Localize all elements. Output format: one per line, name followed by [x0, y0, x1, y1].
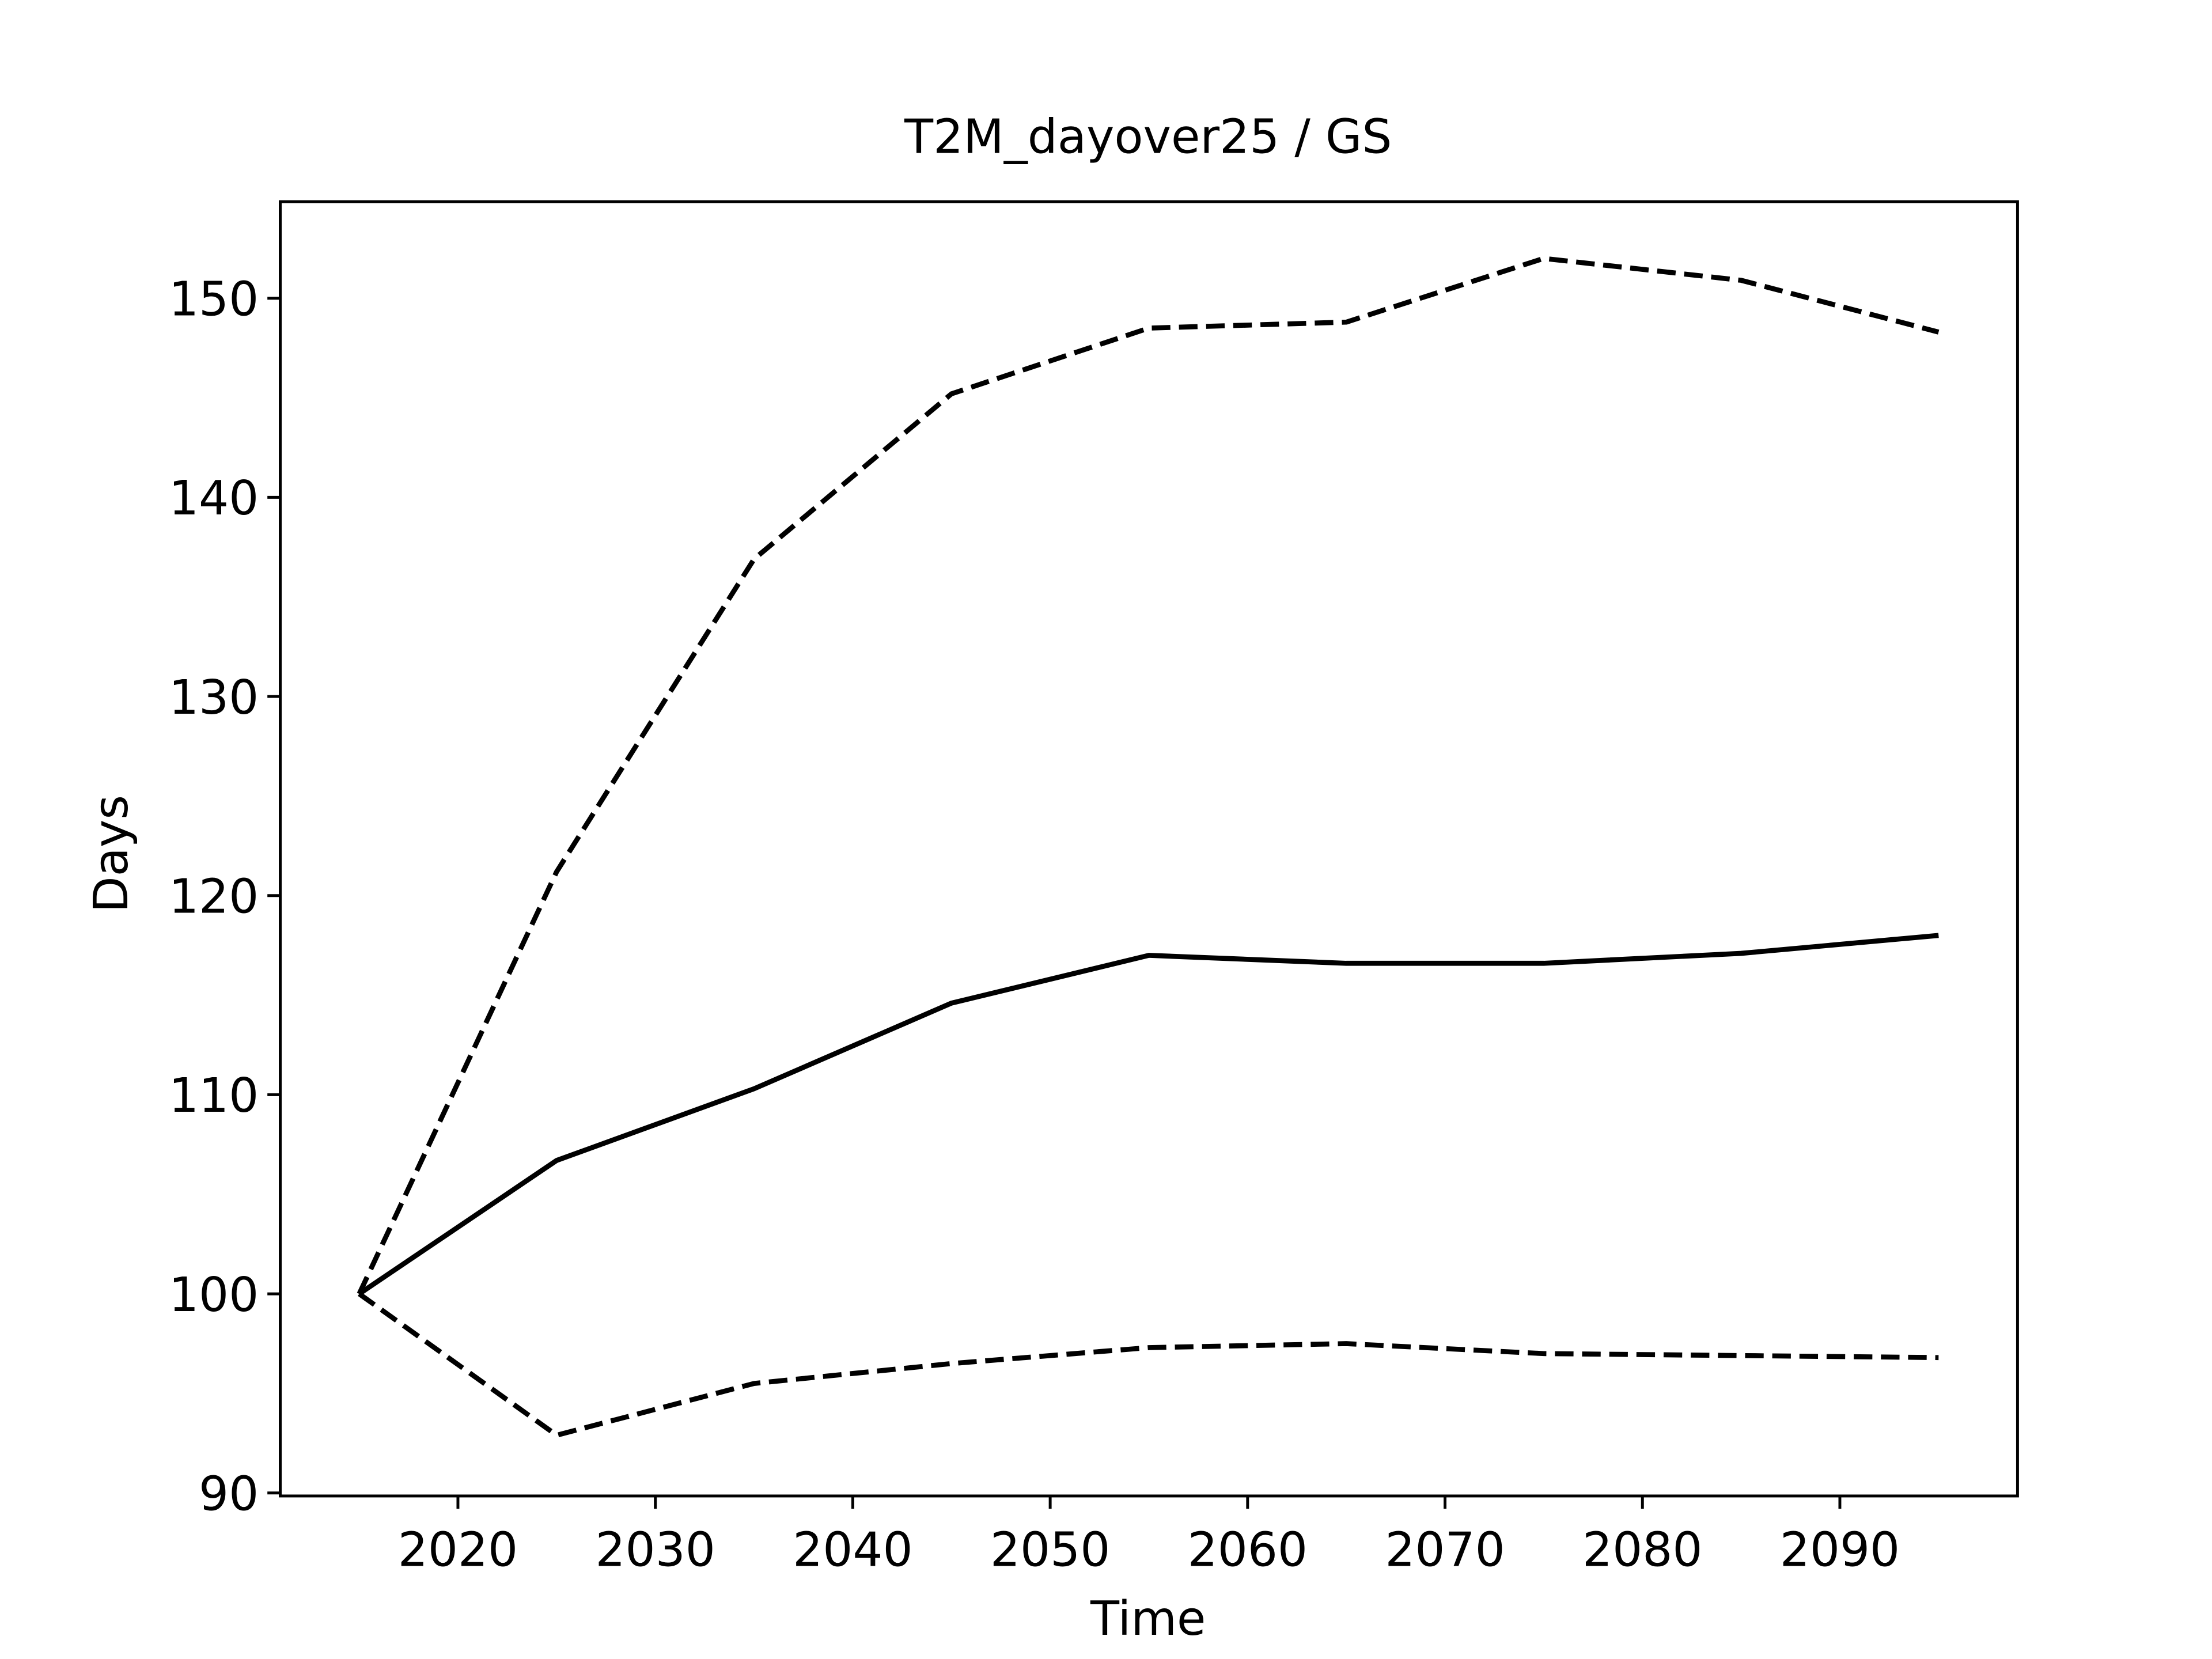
y-tick-label: 150 [169, 272, 259, 327]
y-tick-label: 140 [169, 471, 259, 526]
x-tick-label: 2080 [1582, 1523, 1702, 1578]
x-tick-label: 2020 [398, 1523, 518, 1578]
y-tick-label: 110 [169, 1069, 259, 1123]
y-tick-label: 90 [199, 1467, 259, 1522]
x-tick-label: 2050 [990, 1523, 1110, 1578]
x-tick-label: 2090 [1780, 1523, 1900, 1578]
chart-title: T2M_dayover25 / GS [904, 110, 1392, 165]
y-axis-label: Days [84, 795, 139, 912]
plot-frame [279, 200, 2019, 1498]
y-tick-label: 100 [169, 1268, 259, 1323]
y-tick-label: 130 [169, 671, 259, 725]
series-line [357, 256, 1940, 1295]
x-tick-label: 2060 [1188, 1523, 1308, 1578]
x-tick-label: 2030 [595, 1523, 715, 1578]
x-axis-label: Time [1090, 1592, 1206, 1646]
series-line [358, 933, 1939, 1296]
x-tick-label: 2040 [793, 1523, 912, 1578]
y-tick-label: 120 [169, 870, 259, 925]
x-tick-label: 2070 [1385, 1523, 1505, 1578]
series-line [358, 1291, 1939, 1438]
